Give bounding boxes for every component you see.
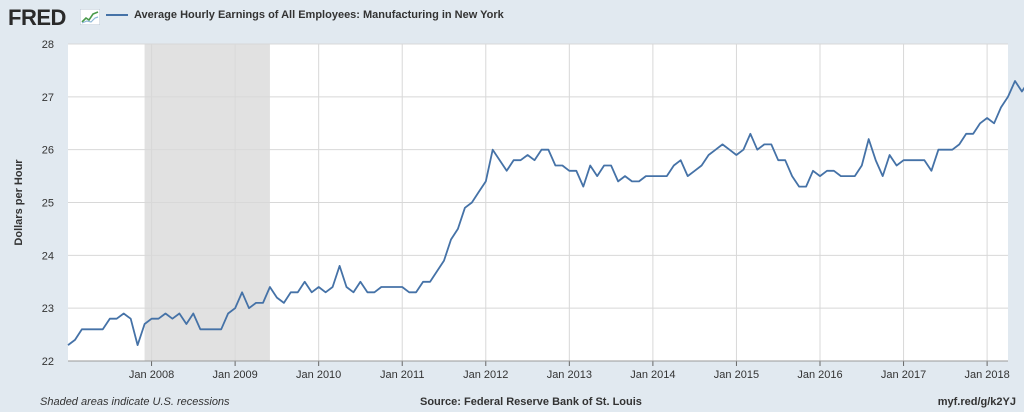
x-tick-label: Jan 2018: [964, 369, 1009, 381]
source-text: Source: Federal Reserve Bank of St. Loui…: [420, 396, 642, 408]
y-tick-label: 25: [42, 198, 54, 210]
x-tick-label: Jan 2014: [630, 369, 675, 381]
y-tick-label: 23: [42, 303, 54, 315]
chart-legend[interactable]: Average Hourly Earnings of All Employees…: [106, 9, 504, 21]
x-tick-label: Jan 2012: [463, 369, 508, 381]
recession-note: Shaded areas indicate U.S. recessions: [40, 396, 230, 408]
series-line-0[interactable]: [67, 80, 1024, 347]
y-axis-label: Dollars per Hour: [13, 159, 25, 246]
y-tick-label: 26: [42, 145, 54, 157]
x-tick-label: Jan 2015: [714, 369, 759, 381]
x-tick-label: Jan 2011: [380, 369, 424, 381]
x-tick-label: Jan 2013: [547, 369, 592, 381]
x-tick-label: Jan 2010: [296, 369, 341, 381]
chart-footer: Shaded areas indicate U.S. recessions So…: [0, 394, 1024, 410]
x-tick-label: Jan 2016: [797, 369, 842, 381]
x-tick-label: Jan 2017: [881, 369, 926, 381]
y-tick-label: 28: [42, 39, 54, 51]
y-tick-label: 22: [42, 356, 54, 368]
short-link[interactable]: myf.red/g/k2YJ: [937, 396, 1016, 408]
chart-area: 22 23 24 25 26 27 28 Jan 2008 Jan 2009 Jan 2010 Ja…: [0, 34, 1024, 390]
fred-logo-chart-icon: [80, 9, 100, 25]
legend-swatch: [106, 14, 128, 16]
y-tick-label: 24: [42, 250, 54, 262]
line-chart[interactable]: 22 23 24 25 26 27 28 Jan 2008 Jan 2009 Jan 2010 Ja…: [0, 34, 1024, 390]
x-tick-label: Jan 2008: [129, 369, 174, 381]
fred-logo[interactable]: FRED: [8, 5, 66, 30]
chart-header: FRED Average Hourly Earnings of All Empl…: [0, 0, 1024, 34]
legend-label: Average Hourly Earnings of All Employees…: [134, 9, 504, 21]
x-tick-label: Jan 2009: [212, 369, 257, 381]
y-tick-label: 27: [42, 92, 54, 104]
